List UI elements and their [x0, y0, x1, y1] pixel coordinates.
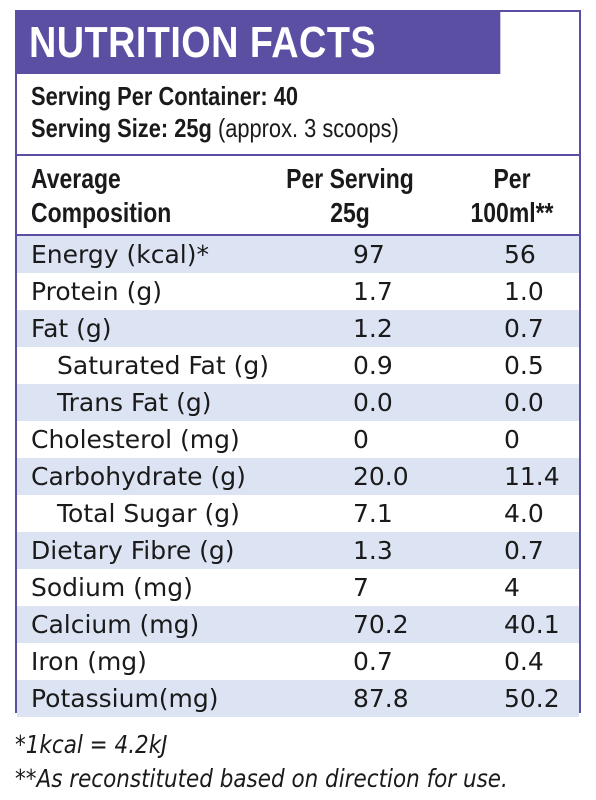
column-header-composition: Average Composition: [31, 162, 171, 230]
per-serving-value: 97: [353, 240, 385, 269]
table-row: Carbohydrate (g) 20.0 11.4: [17, 458, 579, 495]
table-row: Total Sugar (g) 7.1 4.0: [17, 495, 579, 532]
table-row: Cholesterol (mg) 0 0: [17, 421, 579, 458]
nutrient-name: Carbohydrate (g): [31, 462, 246, 491]
column-header-composition-line2: Composition: [31, 197, 172, 228]
column-header-per-serving-line1: Per Serving: [286, 163, 414, 194]
per-100ml-value: 0.7: [504, 536, 544, 565]
per-100ml-value: 56: [504, 240, 536, 269]
per-100ml-value: 0.7: [504, 314, 544, 343]
per-100ml-value: 0.5: [504, 351, 544, 380]
per-100ml-value: 40.1: [504, 610, 560, 639]
table-row: Potassium(mg) 87.8 50.2: [17, 680, 579, 717]
column-header-per-100ml: Per 100ml**: [459, 162, 566, 230]
nutrient-name: Total Sugar (g): [57, 499, 240, 528]
table-row: Trans Fat (g) 0.0 0.0: [17, 384, 579, 421]
per-serving-value: 0.0: [353, 388, 393, 417]
footnote-reconstituted: **As reconstituted based on direction fo…: [15, 764, 508, 793]
nutrient-name: Sodium (mg): [31, 573, 193, 602]
per-serving-value: 87.8: [353, 684, 409, 713]
per-serving-value: 1.7: [353, 277, 393, 306]
column-header-per-100ml-line2: 100ml**: [470, 197, 554, 228]
per-serving-value: 70.2: [353, 610, 409, 639]
per-100ml-value: 4.0: [504, 499, 544, 528]
column-header-per-100ml-line1: Per: [493, 163, 531, 194]
per-serving-value: 1.3: [353, 536, 393, 565]
column-header-composition-line1: Average: [31, 163, 121, 194]
column-headers: Average Composition Per Serving 25g Per …: [17, 156, 579, 236]
per-serving-value: 0.7: [353, 647, 393, 676]
per-100ml-value: 0.4: [504, 647, 544, 676]
per-100ml-value: 0: [504, 425, 520, 454]
nutrient-name: Protein (g): [31, 277, 162, 306]
per-serving-value: 20.0: [353, 462, 409, 491]
table-row: Saturated Fat (g) 0.9 0.5: [17, 347, 579, 384]
column-header-per-serving: Per Serving 25g: [272, 162, 428, 230]
per-serving-value: 7: [353, 573, 369, 602]
nutrient-table: Energy (kcal)* 97 56 Protein (g) 1.7 1.0 Fat (…: [17, 236, 579, 717]
nutrient-name: Trans Fat (g): [57, 388, 212, 417]
nutrient-name: Saturated Fat (g): [57, 351, 269, 380]
per-100ml-value: 11.4: [504, 462, 560, 491]
per-serving-value: 0: [353, 425, 369, 454]
footnote-kcal: *1kcal = 4.2kJ: [15, 730, 168, 759]
per-100ml-value: 4: [504, 573, 520, 602]
per-100ml-value: 0.0: [504, 388, 544, 417]
serving-info: Serving Per Container: 40 Serving Size: …: [17, 74, 579, 156]
panel-title: NUTRITION FACTS: [17, 12, 501, 74]
serving-size-label: Serving Size: 25g: [31, 113, 212, 143]
nutrient-name: Fat (g): [31, 314, 112, 343]
servings-per-container: Serving Per Container: 40: [31, 81, 299, 111]
per-serving-value: 0.9: [353, 351, 393, 380]
serving-size-note: (approx. 3 scoops): [217, 113, 399, 143]
nutrient-name: Dietary Fibre (g): [31, 536, 235, 565]
column-header-per-serving-line2: 25g: [330, 197, 370, 228]
table-row: Energy (kcal)* 97 56: [17, 236, 579, 273]
nutrition-facts-panel: NUTRITION FACTS Serving Per Container: 4…: [15, 10, 581, 717]
nutrient-name: Energy (kcal)*: [31, 240, 209, 269]
nutrient-name: Potassium(mg): [31, 684, 219, 713]
per-serving-value: 1.2: [353, 314, 393, 343]
table-row: Dietary Fibre (g) 1.3 0.7: [17, 532, 579, 569]
nutrient-name: Calcium (mg): [31, 610, 200, 639]
per-serving-value: 7.1: [353, 499, 393, 528]
serving-size: Serving Size: 25g (approx. 3 scoops): [31, 112, 491, 144]
table-row: Protein (g) 1.7 1.0: [17, 273, 579, 310]
table-row: Sodium (mg) 7 4: [17, 569, 579, 606]
nutrient-name: Iron (mg): [31, 647, 147, 676]
table-row: Calcium (mg) 70.2 40.1: [17, 606, 579, 643]
table-row: Fat (g) 1.2 0.7: [17, 310, 579, 347]
per-100ml-value: 1.0: [504, 277, 544, 306]
table-row: Iron (mg) 0.7 0.4: [17, 643, 579, 680]
nutrient-name: Cholesterol (mg): [31, 425, 240, 454]
per-100ml-value: 50.2: [504, 684, 560, 713]
